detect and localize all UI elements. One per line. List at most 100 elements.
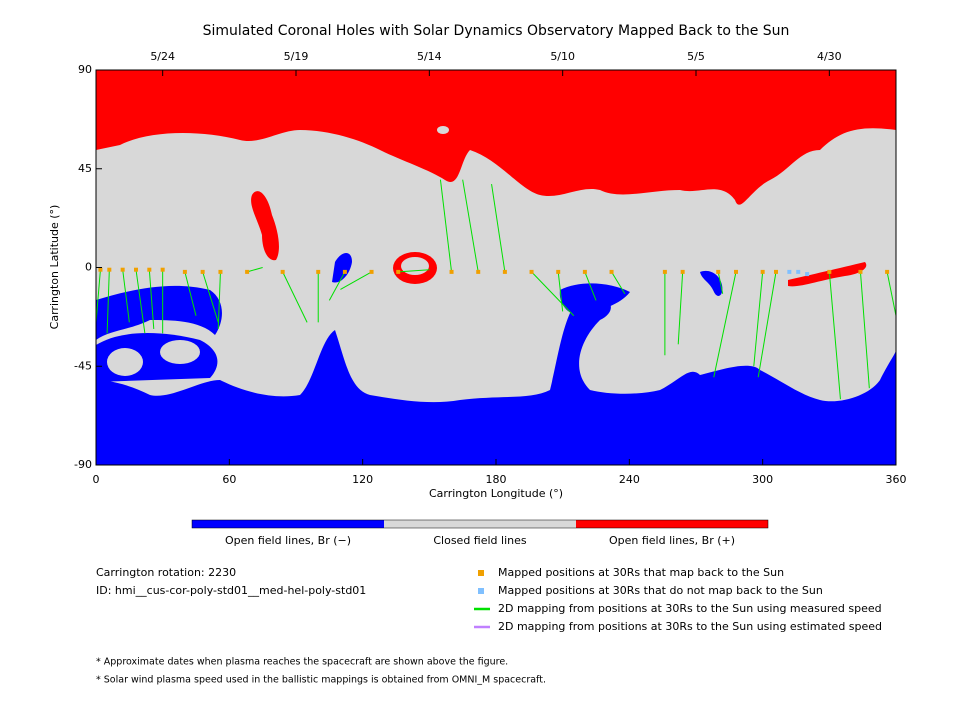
mapping-line: [398, 269, 430, 273]
top-tick-label: 5/14: [417, 50, 442, 63]
legend-label: 2D mapping from positions at 30Rs to the…: [498, 602, 882, 615]
y-tick-label: 90: [78, 63, 92, 76]
legend-marker: [478, 588, 484, 594]
mapped-point: [120, 267, 125, 272]
mapped-point: [476, 269, 481, 274]
y-axis-label: Carrington Latitude (°): [48, 205, 61, 330]
mapping-line: [148, 269, 155, 329]
mapping-line: [828, 271, 841, 400]
colorbar-frame: [191, 519, 769, 529]
legend-label: Mapped positions at 30Rs that map back t…: [498, 566, 784, 579]
mapping-line: [713, 271, 737, 378]
mapped-point: [760, 269, 765, 274]
mapping-line: [122, 269, 130, 323]
mapped-point: [449, 269, 454, 274]
mapping-line: [531, 271, 575, 317]
mapping-line: [282, 271, 308, 323]
closed-patch: [107, 348, 143, 376]
legend-label: Mapped positions at 30Rs that do not map…: [498, 584, 823, 597]
mapped-point: [280, 269, 285, 274]
mapped-point: [218, 269, 223, 274]
mapping-line: [246, 267, 263, 273]
mapped-point: [662, 269, 667, 274]
mapped-point: [182, 269, 187, 274]
mapping-line: [184, 271, 197, 316]
mapped-point: [134, 267, 138, 272]
mapped-point: [787, 269, 792, 274]
negative-hole: [700, 270, 723, 296]
footnote: * Approximate dates when plasma reaches …: [96, 657, 508, 668]
mapped-point: [200, 269, 205, 274]
closed-patch: [437, 126, 449, 134]
top-tick-label: 5/19: [284, 50, 309, 63]
mapped-point: [858, 269, 863, 274]
x-tick-label: 0: [93, 473, 100, 486]
mapping-line: [462, 179, 479, 272]
top-tick-label: 4/30: [817, 50, 842, 63]
mapped-point: [609, 269, 614, 274]
negative-hole: [96, 290, 896, 465]
y-tick-label: 0: [85, 261, 92, 274]
x-tick-label: 60: [222, 473, 236, 486]
mapped-point: [502, 269, 507, 274]
top-tick-label: 5/10: [550, 50, 575, 63]
positive-hole: [251, 191, 279, 261]
mapping-line: [340, 271, 372, 290]
chart-title: Simulated Coronal Holes with Solar Dynam…: [203, 23, 790, 39]
info-text: ID: hmi__cus-cor-poly-std01__med-hel-pol…: [96, 584, 366, 597]
mapping-line: [886, 271, 897, 316]
closed-patch: [160, 340, 200, 364]
colorbar-segment: [192, 520, 384, 528]
x-tick-label: 300: [752, 473, 773, 486]
mapping-marks: [95, 179, 897, 400]
negative-hole: [559, 283, 630, 316]
x-tick-label: 240: [619, 473, 640, 486]
mapping-line: [717, 271, 724, 294]
legend-marker: [478, 570, 484, 576]
mapped-point: [827, 269, 832, 274]
mapped-point: [529, 269, 534, 274]
top-tick-label: 5/5: [687, 50, 705, 63]
mapped-point: [556, 269, 561, 274]
positive-hole: [788, 262, 867, 287]
y-tick-label: -90: [74, 458, 92, 471]
mapping-line: [135, 269, 146, 334]
legend-label: 2D mapping from positions at 30Rs to the…: [498, 620, 882, 633]
mapping-line: [217, 271, 221, 329]
x-tick-label: 180: [486, 473, 507, 486]
mapped-point: [107, 267, 112, 272]
mapping-line: [491, 184, 506, 272]
colorbar-label: Open field lines, Br (+): [609, 534, 735, 547]
footnote: * Solar wind plasma speed used in the ba…: [96, 675, 546, 686]
colorbar-segment: [576, 520, 768, 528]
positive-hole: [96, 70, 896, 205]
mapping-line: [95, 269, 101, 323]
mapped-point: [245, 269, 250, 274]
x-tick-label: 360: [886, 473, 907, 486]
mapped-point: [342, 269, 347, 274]
mapped-point: [805, 272, 810, 277]
mapped-point: [680, 269, 685, 274]
mapped-point: [160, 267, 165, 272]
colorbar-label: Closed field lines: [433, 534, 527, 547]
mapping-line: [753, 271, 764, 367]
mapped-point: [369, 269, 374, 274]
mapped-point: [316, 269, 321, 274]
mapping-line: [584, 271, 597, 301]
mapping-line: [202, 271, 219, 323]
mapping-line: [106, 269, 110, 334]
top-tick-label: 5/24: [150, 50, 175, 63]
mapped-point: [582, 269, 587, 274]
x-tick-label: 120: [352, 473, 373, 486]
colorbar-label: Open field lines, Br (−): [225, 534, 351, 547]
negative-hole: [96, 285, 222, 340]
map-regions: [96, 70, 896, 465]
mapping-line: [757, 271, 777, 378]
y-tick-label: 45: [78, 162, 92, 175]
x-axis-label: Carrington Longitude (°): [429, 487, 563, 500]
mapped-point: [396, 269, 401, 274]
mapping-line: [677, 271, 684, 345]
mapped-point: [98, 267, 103, 272]
mapping-line: [439, 179, 453, 272]
